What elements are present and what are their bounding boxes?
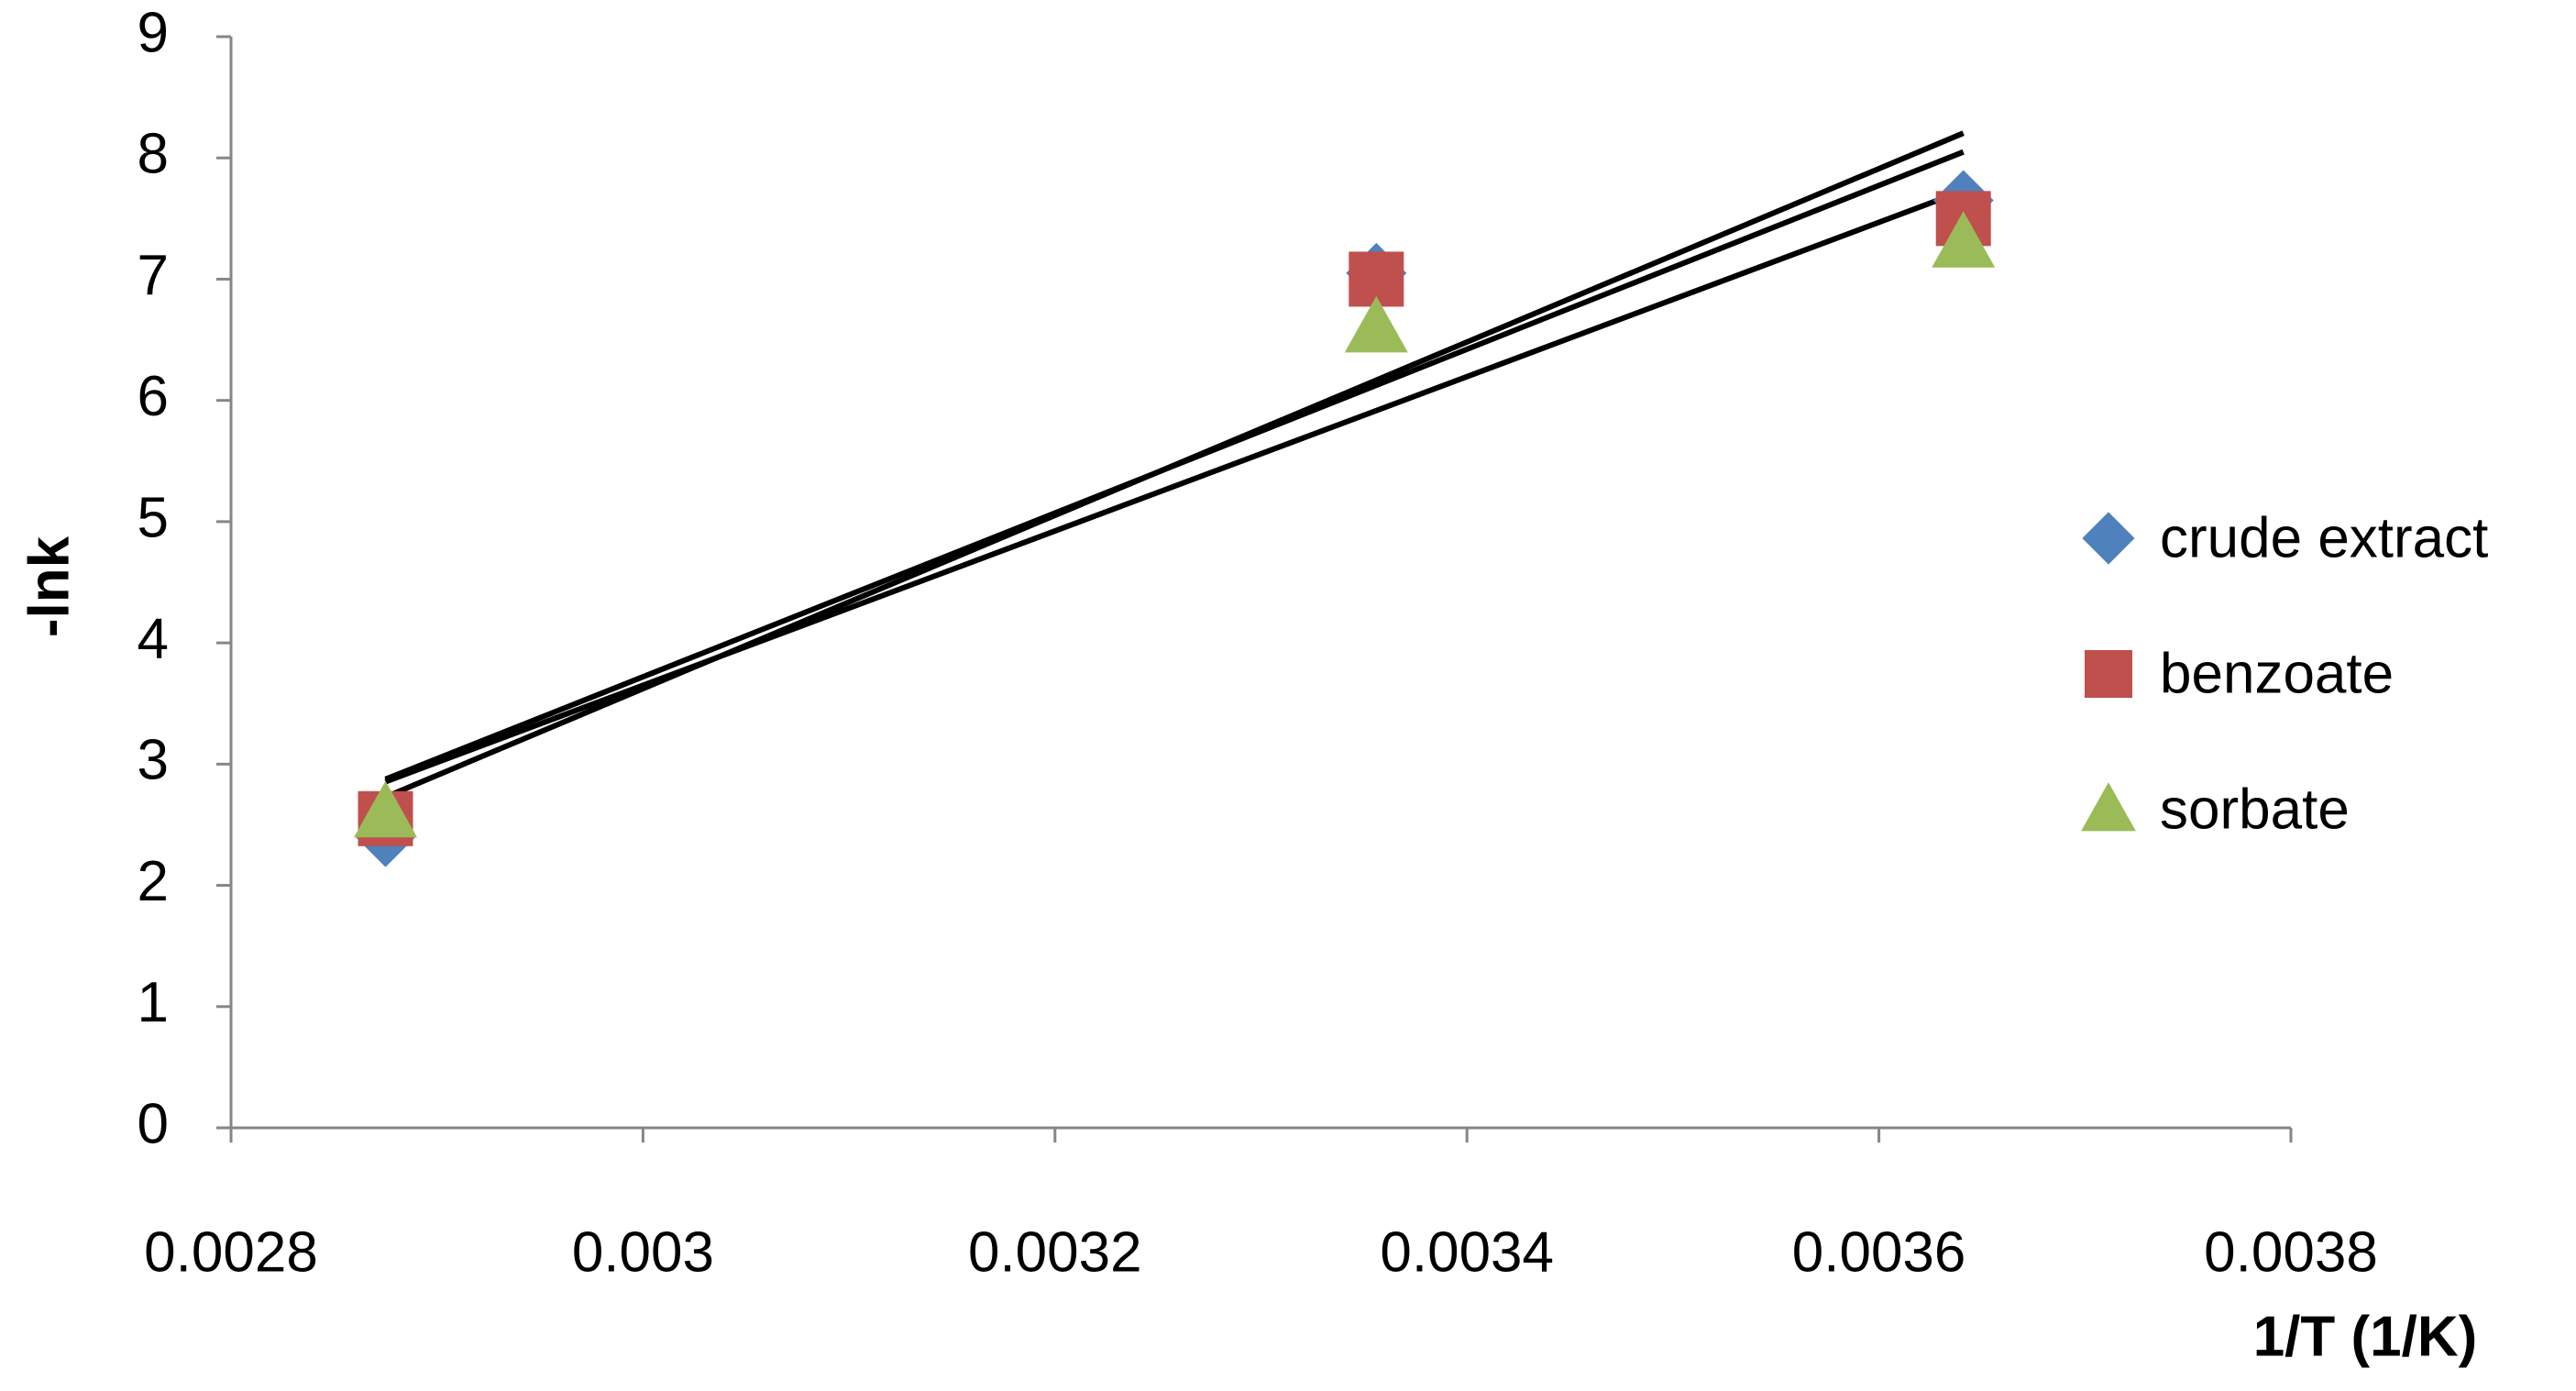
y-axis-title: -lnk bbox=[17, 535, 81, 637]
marker bbox=[1932, 211, 1996, 268]
y-tick-label: 8 bbox=[138, 123, 169, 186]
y-tick-label: 3 bbox=[138, 729, 169, 792]
y-tick-label: 1 bbox=[138, 971, 169, 1034]
x-tick-label: 0.0028 bbox=[144, 1220, 318, 1284]
legend-marker bbox=[2085, 650, 2132, 698]
legend-label: benzoate bbox=[2160, 642, 2394, 705]
y-tick-label: 4 bbox=[138, 607, 169, 670]
markers bbox=[354, 170, 1996, 867]
marker bbox=[1344, 295, 1408, 353]
trendlines bbox=[384, 130, 1965, 800]
trendline bbox=[384, 149, 1965, 782]
legend-label: crude extract bbox=[2160, 506, 2488, 569]
x-tick-label: 0.0034 bbox=[1380, 1220, 1554, 1284]
y-tick-label: 0 bbox=[138, 1092, 169, 1155]
x-tick-label: 0.0038 bbox=[2204, 1220, 2378, 1284]
y-tick-label: 6 bbox=[138, 365, 169, 428]
legend-label: sorbate bbox=[2160, 778, 2350, 841]
trendline bbox=[384, 188, 1965, 785]
y-tick-label: 7 bbox=[138, 244, 169, 307]
legend-marker bbox=[2081, 782, 2136, 832]
y-tick-label: 2 bbox=[138, 850, 169, 913]
legend-marker bbox=[2082, 512, 2135, 565]
y-tick-label: 9 bbox=[138, 1, 169, 64]
x-tick-label: 0.0036 bbox=[1792, 1220, 1966, 1284]
x-tick-label: 0.0032 bbox=[968, 1220, 1142, 1284]
marker bbox=[354, 780, 418, 838]
x-axis-title: 1/T (1/K) bbox=[2253, 1305, 2478, 1368]
x-tick-label: 0.003 bbox=[572, 1220, 714, 1284]
y-tick-label: 5 bbox=[138, 486, 169, 549]
